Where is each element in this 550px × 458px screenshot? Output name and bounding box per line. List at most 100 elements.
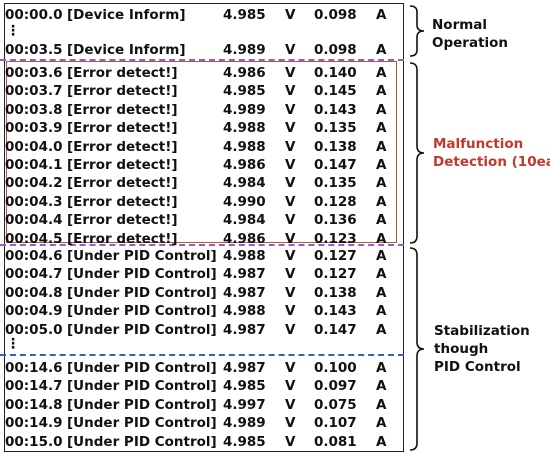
log-voltage-unit: V [285, 212, 296, 229]
log-row: 00:04.8 [Under PID Control] 4.987 V 0.138 A [0, 284, 400, 302]
log-current-unit: A [376, 101, 387, 118]
log-message: [Under PID Control] [67, 415, 217, 432]
log-current-unit: A [376, 65, 387, 81]
label-stabilization-line2: though [434, 341, 489, 357]
log-time: 00:15.0 [5, 433, 63, 450]
log-voltage: 4.988 [223, 120, 266, 137]
log-time: 00:14.8 [5, 396, 63, 413]
log-voltage-unit: V [285, 42, 296, 58]
label-stabilization-line1: Stabilization [434, 323, 530, 339]
log-current-unit: A [376, 120, 387, 137]
log-current: 0.097 [314, 378, 357, 395]
log-message: [Under PID Control] [67, 321, 217, 338]
log-row: 00:04.2 [Error detect!] 4.984 V 0.135 A [0, 174, 400, 192]
log-time: 00:03.7 [5, 83, 63, 100]
log-voltage: 4.997 [223, 396, 266, 413]
log-message: [Error detect!] [67, 101, 178, 118]
log-current-unit: A [376, 266, 387, 283]
log-time: 00:14.9 [5, 415, 63, 432]
log-message: [Error detect!] [67, 230, 178, 247]
log-row: 00:04.1 [Error detect!] 4.986 V 0.147 A [0, 156, 400, 174]
log-voltage: 4.986 [223, 157, 266, 173]
log-row: 00:15.0 [Under PID Control] 4.985 V 0.081 A [0, 433, 400, 451]
log-voltage: 4.987 [223, 266, 266, 283]
log-voltage: 4.986 [223, 230, 266, 247]
log-time: 00:04.5 [5, 230, 63, 247]
log-row: 00:14.9 [Under PID Control] 4.989 V 0.107 A [0, 414, 400, 432]
log-voltage: 4.990 [223, 193, 266, 210]
log-current-unit: A [376, 433, 387, 450]
log-row: 00:14.8 [Under PID Control] 4.997 V 0.075 A [0, 396, 400, 414]
log-current: 0.143 [314, 101, 357, 118]
log-current-unit: A [376, 83, 387, 100]
log-current-unit: A [376, 7, 387, 23]
log-voltage-unit: V [285, 284, 296, 301]
log-voltage-unit: V [285, 321, 296, 338]
log-row: 00:03.7 [Error detect!] 4.985 V 0.145 A [0, 82, 400, 100]
log-message: [Device Inform] [67, 7, 186, 23]
log-message: [Under PID Control] [67, 303, 217, 320]
ellipsis-1: ⋮ [6, 23, 20, 39]
label-normal-operation: Normal Operation [432, 16, 508, 52]
log-message: [Device Inform] [67, 42, 186, 58]
log-voltage: 4.985 [223, 7, 266, 23]
log-row: 00:04.3 [Error detect!] 4.990 V 0.128 A [0, 193, 400, 211]
log-current-unit: A [376, 321, 387, 338]
log-voltage-unit: V [285, 303, 296, 320]
log-current: 0.138 [314, 138, 357, 155]
purple-dashed-line-top [0, 59, 404, 61]
log-time: 00:03.6 [5, 65, 63, 81]
log-voltage-unit: V [285, 175, 296, 192]
purple-dashed-line-bottom [0, 244, 404, 246]
log-time: 00:04.2 [5, 175, 63, 192]
log-current: 0.098 [314, 7, 357, 23]
log-row: 00:14.6 [Under PID Control] 4.987 V 0.100 A [0, 359, 400, 377]
log-voltage: 4.985 [223, 378, 266, 395]
log-current: 0.140 [314, 65, 357, 81]
ellipsis-2: ⋮ [6, 336, 20, 352]
label-stabilization: Stabilization though PID Control [434, 322, 530, 376]
log-time: 00:03.9 [5, 120, 63, 137]
log-voltage: 4.984 [223, 175, 266, 192]
log-voltage-unit: V [285, 101, 296, 118]
log-time: 00:04.6 [5, 248, 63, 264]
log-voltage-unit: V [285, 157, 296, 173]
log-voltage-unit: V [285, 138, 296, 155]
log-voltage-unit: V [285, 360, 296, 376]
log-voltage: 4.989 [223, 42, 266, 58]
log-current-unit: A [376, 42, 387, 58]
log-message: [Error detect!] [67, 175, 178, 192]
log-current: 0.081 [314, 433, 357, 450]
log-time: 00:04.8 [5, 284, 63, 301]
log-current-unit: A [376, 415, 387, 432]
log-voltage-unit: V [285, 415, 296, 432]
log-row: 00:04.5 [Error detect!] 4.986 V 0.123 A [0, 230, 400, 248]
log-message: [Error detect!] [67, 65, 178, 81]
log-voltage-unit: V [285, 65, 296, 81]
label-normal-line2: Operation [432, 35, 509, 51]
log-row: 00:04.7 [Under PID Control] 4.987 V 0.127 A [0, 265, 400, 283]
log-current-unit: A [376, 193, 387, 210]
log-time: 00:05.0 [5, 321, 63, 338]
log-current-unit: A [376, 360, 387, 376]
log-voltage: 4.984 [223, 212, 266, 229]
log-current: 0.098 [314, 42, 357, 58]
log-row: 00:04.0 [Error detect!] 4.988 V 0.138 A [0, 138, 400, 156]
log-current-unit: A [376, 303, 387, 320]
log-current: 0.100 [314, 360, 357, 376]
log-current-unit: A [376, 138, 387, 155]
log-message: [Error detect!] [67, 138, 178, 155]
log-message: [Under PID Control] [67, 266, 217, 283]
log-time: 00:04.3 [5, 193, 63, 210]
log-voltage: 4.985 [223, 83, 266, 100]
log-time: 00:04.7 [5, 266, 63, 283]
log-voltage: 4.986 [223, 65, 266, 81]
log-panel [4, 3, 404, 452]
log-current-unit: A [376, 284, 387, 301]
log-message: [Error detect!] [67, 212, 178, 229]
log-voltage: 4.989 [223, 415, 266, 432]
log-voltage-unit: V [285, 378, 296, 395]
log-voltage: 4.985 [223, 433, 266, 450]
log-time: 00:04.1 [5, 157, 63, 173]
log-voltage-unit: V [285, 396, 296, 413]
